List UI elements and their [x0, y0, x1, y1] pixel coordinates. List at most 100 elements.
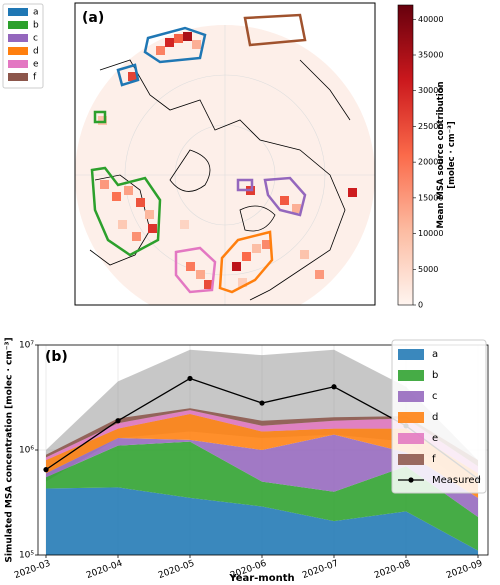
map-cell: [112, 192, 121, 201]
panel-label: (b): [45, 349, 68, 365]
measured-point: [259, 400, 265, 406]
legend-swatch: [8, 21, 28, 29]
measured-point: [331, 384, 337, 390]
colorbar-tick-label: 25000: [418, 122, 443, 131]
legend-swatch: [398, 412, 424, 423]
colorbar-tick-label: 20000: [418, 158, 443, 167]
legend-label: c: [432, 391, 438, 402]
legend-swatch: [8, 60, 28, 68]
area: [46, 441, 478, 551]
map-cell: [98, 116, 107, 125]
area: [46, 434, 478, 518]
x-tick-label: 2020-05: [157, 559, 196, 581]
legend-swatch: [8, 73, 28, 81]
y-axis-label: Simulated MSA concentration [molec · cm⁻…: [5, 337, 15, 562]
map-cell: [204, 280, 213, 289]
colorbar-label-line: [molec · cm⁻³]: [447, 121, 457, 189]
legend-swatch: [398, 370, 424, 381]
measured-point: [187, 375, 193, 382]
colorbar-tick-label: 40000: [418, 15, 443, 24]
map-cell: [232, 262, 241, 271]
x-tick-label: 2020-07: [301, 559, 340, 581]
map-cell: [180, 220, 189, 229]
map-cell: [292, 204, 301, 213]
colorbar-tick-label: 15000: [418, 193, 443, 202]
legend-label: Measured: [432, 475, 481, 486]
map-cell: [136, 198, 145, 207]
map-cell: [315, 270, 324, 279]
region-outlines: [90, 13, 307, 294]
map-cell: [280, 196, 289, 205]
legend-label: a: [33, 8, 39, 18]
region-outline: [93, 110, 107, 124]
map-cell: [174, 34, 183, 43]
region-outline: [90, 166, 162, 257]
map-cell: [132, 232, 141, 241]
map-cell: [300, 250, 309, 259]
legend-marker: [408, 477, 414, 483]
map-cell: [118, 220, 127, 229]
map-cell: [252, 244, 261, 253]
y-tick-label: 10⁶: [19, 446, 34, 456]
map-cell: [124, 186, 133, 195]
area: [46, 410, 478, 474]
colorbar-tick-label: 0: [418, 301, 423, 310]
colorbar-tick-label: 10000: [418, 229, 443, 238]
map-cell: [156, 46, 165, 55]
map-cell: [242, 252, 251, 261]
map-cell: [165, 38, 174, 47]
colorbar-tick-label: 30000: [418, 86, 443, 95]
colorbar-tick-label: 5000: [418, 265, 438, 274]
colorbar-label: Mean MSA source contribution[molec · cm⁻…: [436, 81, 457, 228]
map-cell: [186, 262, 195, 271]
legend-label: c: [33, 34, 38, 44]
map-frame: [74, 2, 376, 306]
map-cell: [145, 210, 154, 219]
map-cell: [348, 188, 357, 197]
x-tick-label: 2020-09: [445, 559, 484, 581]
legend-swatch: [398, 391, 424, 402]
map-cell: [148, 224, 157, 233]
x-tick-label: 2020-08: [373, 559, 412, 581]
legend-swatch: [398, 454, 424, 465]
area: [46, 414, 478, 498]
legend-swatch: [8, 34, 28, 42]
map-cell: [196, 270, 205, 279]
map-cell: [128, 72, 137, 81]
legend-swatch: [8, 8, 28, 16]
measured-point: [43, 467, 49, 473]
map-cell: [100, 180, 109, 189]
y-tick-label: 10⁷: [19, 341, 34, 351]
panel-label: (a): [82, 10, 104, 26]
colorbar-label-line: Mean MSA source contribution: [436, 81, 446, 228]
measured-point: [115, 418, 121, 424]
colorbar: [397, 4, 414, 306]
area-chart: 2020-03 2020-04 2020-05 2020-06 2020-07 2020-…: [13, 339, 489, 581]
plot-frame: [37, 344, 489, 556]
legend-label: a: [432, 349, 438, 360]
legend-label: f: [432, 454, 436, 465]
y-tick-label: 10⁵: [19, 551, 34, 561]
map-cell: [192, 40, 201, 49]
legend-swatch: [398, 349, 424, 360]
legend-label: d: [33, 47, 39, 57]
area: [46, 487, 478, 555]
map-cell: [238, 278, 247, 287]
legend-label: e: [33, 60, 39, 70]
legend-label: b: [432, 370, 438, 381]
map-cells: [98, 32, 357, 289]
legend-label: b: [33, 21, 39, 31]
map-cell: [183, 32, 192, 41]
legend-swatch: [398, 433, 424, 444]
colorbar-tick-label: 35000: [418, 51, 443, 60]
map-cell: [262, 240, 271, 249]
legend-label: d: [432, 412, 438, 423]
legend-swatch: [8, 47, 28, 55]
legend-label: e: [432, 433, 438, 444]
legend-label: f: [33, 73, 37, 83]
region-outline: [218, 230, 274, 294]
x-axis-label: Year-month: [228, 573, 294, 584]
region-outline: [174, 246, 217, 294]
